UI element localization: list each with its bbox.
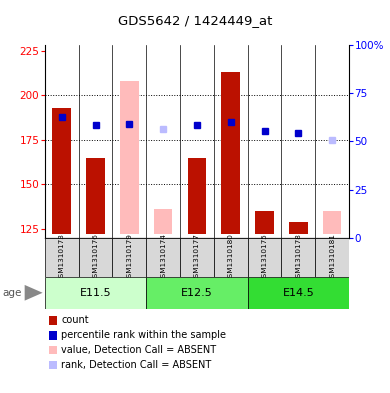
Text: age: age [2,288,21,298]
Bar [120,81,138,234]
Text: GSM1310174: GSM1310174 [160,233,166,282]
Bar [180,238,214,277]
Bar [188,158,206,234]
Bar [45,238,79,277]
Text: GSM1310181: GSM1310181 [329,233,335,282]
Bar [146,238,180,277]
Bar [146,277,248,309]
Text: value, Detection Call = ABSENT: value, Detection Call = ABSENT [61,345,216,355]
Text: E14.5: E14.5 [282,288,314,298]
Text: GSM1310179: GSM1310179 [126,233,132,282]
Text: GSM1310177: GSM1310177 [194,233,200,282]
Bar [248,238,282,277]
Bar [248,277,349,309]
Text: percentile rank within the sample: percentile rank within the sample [61,330,226,340]
Bar [222,72,240,234]
Bar [45,277,146,309]
Bar [214,238,248,277]
Bar [79,238,112,277]
Polygon shape [25,285,43,301]
Bar [323,211,341,234]
Text: GSM1310173: GSM1310173 [59,233,65,282]
Bar [315,238,349,277]
Text: GSM1310180: GSM1310180 [228,233,234,282]
Text: GSM1310176: GSM1310176 [92,233,99,282]
Text: GDS5642 / 1424449_at: GDS5642 / 1424449_at [118,14,272,27]
Text: E11.5: E11.5 [80,288,112,298]
Text: count: count [61,315,89,325]
Text: GSM1310178: GSM1310178 [295,233,301,282]
Bar [282,238,315,277]
Bar [154,209,172,234]
Bar [52,108,71,234]
Bar [86,158,105,234]
Bar [112,238,146,277]
Text: GSM1310175: GSM1310175 [262,233,268,282]
Text: E12.5: E12.5 [181,288,213,298]
Text: rank, Detection Call = ABSENT: rank, Detection Call = ABSENT [61,360,211,370]
Bar [255,211,274,234]
Bar [289,222,308,234]
